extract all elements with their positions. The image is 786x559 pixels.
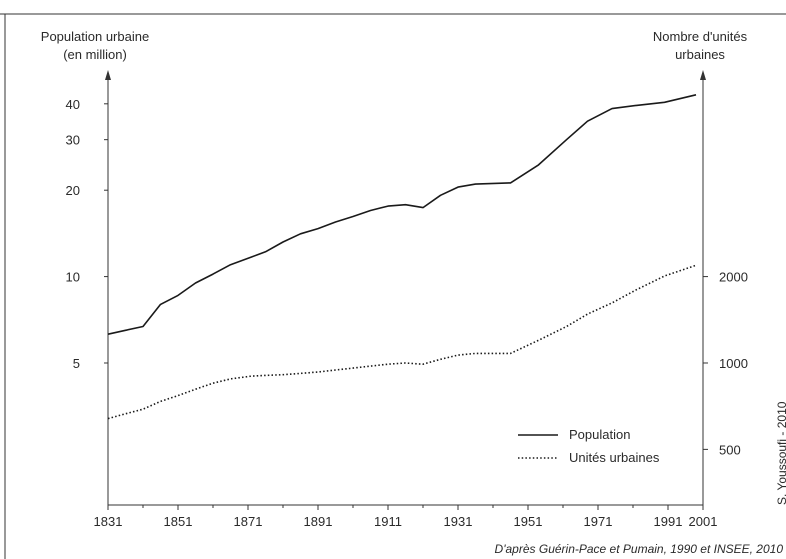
x-tick-label: 1931	[444, 514, 473, 529]
x-tick-label: 1871	[234, 514, 263, 529]
series-line-population	[107, 94, 697, 335]
right-axis-ticks: 2000 1000 500	[703, 270, 748, 457]
x-tick-label: 1991	[654, 514, 683, 529]
right-axis-title-line2: urbaines	[675, 47, 725, 62]
left-tick-label: 10	[66, 270, 80, 285]
x-tick-label: 1891	[304, 514, 333, 529]
right-axis-title-line1: Nombre d'unités	[653, 29, 748, 44]
left-tick-label: 40	[66, 97, 80, 112]
x-tick-label: 2001	[689, 514, 718, 529]
x-tick-label: 1851	[164, 514, 193, 529]
x-tick-label: 1831	[94, 514, 123, 529]
left-axis-ticks: 40 30 20 10 5	[66, 97, 108, 371]
series-layer	[107, 94, 697, 420]
left-axis-title-line1: Population urbaine	[41, 29, 149, 44]
right-tick-label: 500	[719, 442, 741, 457]
left-tick-label: 5	[73, 356, 80, 371]
legend-label-population: Population	[569, 427, 630, 442]
author-credit: S. Youssoufi - 2010	[775, 401, 786, 505]
x-tick-label: 1951	[514, 514, 543, 529]
legend: Population Unités urbaines	[518, 427, 660, 465]
x-tick-label: 1911	[374, 514, 402, 529]
legend-label-unites: Unités urbaines	[569, 450, 660, 465]
x-tick-label: 1971	[584, 514, 613, 529]
right-tick-label: 2000	[719, 270, 748, 285]
left-tick-label: 30	[66, 133, 80, 148]
right-axis-arrow	[700, 70, 706, 80]
series-line-unites	[107, 264, 697, 420]
right-tick-label: 1000	[719, 356, 748, 371]
left-axis-title-line2: (en million)	[63, 47, 127, 62]
source-credit: D'après Guérin-Pace et Pumain, 1990 et I…	[495, 542, 784, 556]
x-axis-ticks: 1831 1851 1871 1891 1911 1931 1951 1971 1991 2001	[94, 505, 718, 529]
left-axis-arrow	[105, 70, 111, 80]
left-tick-label: 20	[66, 183, 80, 198]
